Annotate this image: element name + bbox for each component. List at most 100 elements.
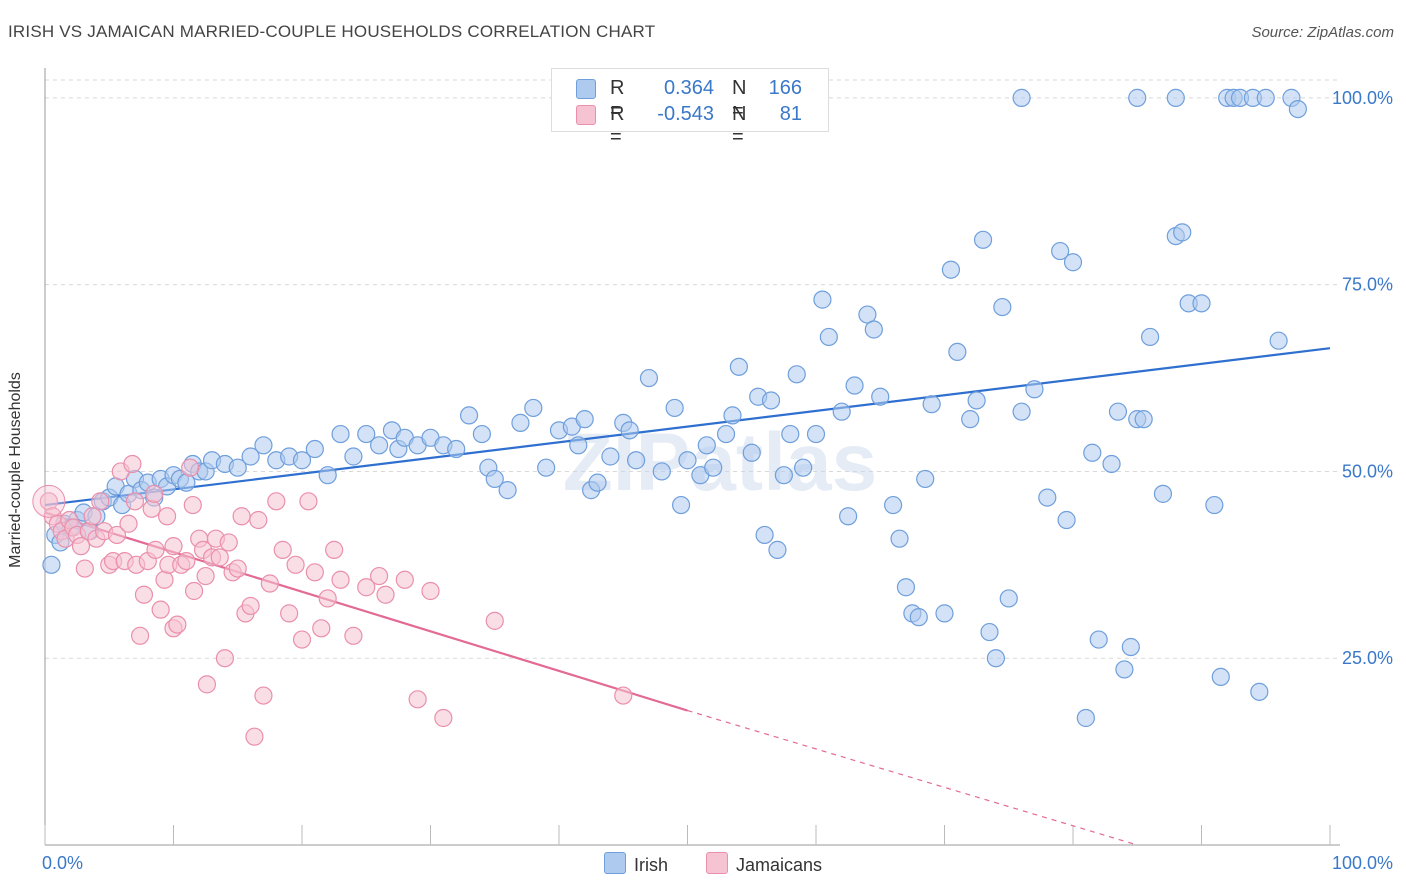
irish-point <box>761 391 781 410</box>
irish-point <box>819 327 838 347</box>
jamaicans-trend-extension <box>687 709 1138 846</box>
irish-point <box>704 458 723 477</box>
irish-point <box>665 398 684 418</box>
jamaicans-point <box>280 604 299 623</box>
jamaicans-point <box>421 581 440 601</box>
irish-point <box>241 447 260 466</box>
bottom-legend-jamaicans: Jamaicans <box>706 852 822 876</box>
irish-point <box>1288 99 1307 119</box>
irish-swatch <box>576 79 596 99</box>
jamaicans-point <box>395 570 414 589</box>
legend-r-value: 0.364 <box>663 77 714 99</box>
irish-point <box>774 466 793 485</box>
irish-point <box>511 413 530 432</box>
irish-point <box>999 589 1018 608</box>
irish-point <box>1108 402 1128 421</box>
jamaicans-point <box>434 708 453 728</box>
irish-point <box>781 424 800 444</box>
irish-point <box>1205 495 1224 515</box>
jamaicans-point <box>305 563 324 582</box>
legend-r-label: R = <box>610 77 625 122</box>
legend-n-value: 166 <box>768 77 802 99</box>
irish-point <box>839 507 858 526</box>
irish-point <box>973 230 993 249</box>
irish-point <box>485 469 504 489</box>
x-tick-label: 0.0% <box>42 853 83 873</box>
irish-point <box>1102 454 1121 474</box>
irish-point <box>935 604 954 623</box>
irish-point <box>916 469 935 489</box>
irish-point <box>620 421 639 440</box>
irish-point <box>537 458 556 477</box>
legend-n-value: 81 <box>779 103 802 125</box>
irish-point <box>370 436 389 455</box>
irish-point <box>941 260 961 279</box>
irish-point <box>1025 380 1044 399</box>
irish-point <box>980 622 999 642</box>
jamaicans-point <box>408 690 427 709</box>
irish-point <box>909 608 928 627</box>
irish-point <box>871 387 890 406</box>
legend-r-label: R = <box>610 103 625 148</box>
irish-point <box>832 402 851 421</box>
irish-point <box>723 406 742 425</box>
irish-point <box>1269 331 1288 350</box>
jamaicans-point <box>155 570 174 589</box>
tick-labels: 25.0% 50.0% 75.0% 100.0% 0.0% 100.0% <box>42 88 1393 873</box>
jamaicans-point <box>325 540 344 559</box>
jamaicans-point <box>32 484 66 518</box>
irish-point <box>1083 443 1102 462</box>
irish-point <box>1134 410 1153 429</box>
irish-point <box>967 391 986 410</box>
irish-point <box>697 436 716 455</box>
jamaicans-point <box>134 585 154 604</box>
irish-point <box>1128 88 1147 107</box>
irish-point <box>228 458 247 477</box>
irish-point <box>864 320 883 339</box>
bottom-legend-irish: Irish <box>604 852 668 876</box>
jamaicans-point <box>273 540 292 559</box>
y-tick-label: 100.0% <box>1332 88 1393 108</box>
irish-point <box>1173 223 1192 242</box>
irish-point <box>575 410 594 429</box>
jamaicans-point <box>344 626 363 645</box>
irish-point <box>1211 667 1230 686</box>
jamaicans-point <box>157 507 177 526</box>
irish-point <box>813 290 832 309</box>
jamaicans-point <box>146 540 165 559</box>
irish-point <box>1038 488 1057 507</box>
irish-point <box>305 439 324 459</box>
jamaicans-point <box>254 686 273 705</box>
irish-point <box>344 447 363 466</box>
irish-point <box>601 447 620 466</box>
irish-point <box>1012 88 1031 107</box>
legend: R = 0.364 N = 166 R = -0.543 N = 81 <box>551 68 829 148</box>
irish-point <box>794 458 813 477</box>
irish-point <box>254 436 273 455</box>
irish-point <box>922 395 941 414</box>
irish-point <box>787 365 806 384</box>
jamaicans-point <box>123 454 142 474</box>
jamaicans-trend-line <box>44 511 688 712</box>
irish-point <box>292 451 312 470</box>
irish-point <box>1166 88 1185 107</box>
legend-r-value: -0.543 <box>657 103 714 125</box>
jamaicans-point <box>267 492 286 511</box>
irish-point <box>896 578 916 597</box>
irish-point <box>652 462 671 481</box>
jamaicans-point <box>91 492 110 511</box>
irish-point <box>1063 253 1083 272</box>
jamaicans-point <box>145 484 164 503</box>
axes <box>44 68 1340 846</box>
jamaicans-point <box>299 492 318 511</box>
source-label: Source: ZipAtlas.com <box>1251 24 1394 41</box>
irish-point <box>459 406 479 425</box>
jamaicans-point <box>197 675 217 694</box>
irish-point <box>42 555 61 574</box>
jamaicans-point <box>249 510 268 530</box>
jamaicans-point <box>71 537 91 556</box>
chart-title: IRISH VS JAMAICAN MARRIED-COUPLE HOUSEHO… <box>8 22 656 41</box>
irish-point <box>671 495 691 515</box>
jamaicans-point <box>331 570 350 589</box>
y-tick-label: 50.0% <box>1342 461 1393 481</box>
